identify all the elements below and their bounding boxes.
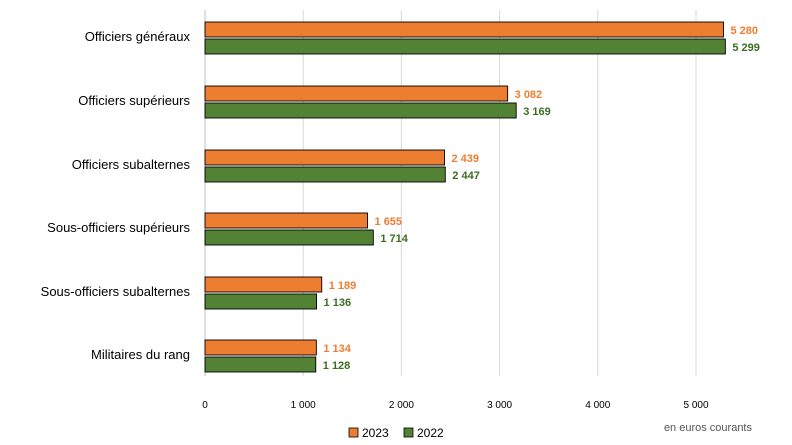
value-label-2022: 1 136 <box>324 297 352 309</box>
x-axis: 0 1 000 2 000 3 000 4 000 5 000 <box>202 400 709 411</box>
category-label: Officiers généraux <box>85 29 191 44</box>
bar-2023 <box>204 276 323 293</box>
bars <box>204 21 726 373</box>
category-label: Sous-officiers supérieurs <box>47 220 190 235</box>
bar-2022 <box>204 229 374 246</box>
value-label-2023: 5 280 <box>730 25 758 37</box>
category-label: Officiers supérieurs <box>78 93 190 108</box>
unit-note: en euros courants <box>664 422 753 434</box>
bar-2023 <box>204 149 445 166</box>
legend: 2023 2022 <box>348 426 444 440</box>
category-label: Militaires du rang <box>91 347 190 362</box>
category-label: Sous-officiers subalternes <box>41 284 191 299</box>
value-label-2022: 5 299 <box>732 42 760 54</box>
legend-swatch-2023 <box>348 427 359 438</box>
value-label-2022: 1 128 <box>323 360 351 372</box>
value-label-2023: 1 189 <box>329 280 357 292</box>
value-label-2022: 2 447 <box>452 170 480 182</box>
gridlines <box>204 10 697 376</box>
value-label-2023: 2 439 <box>452 153 480 165</box>
value-label-2023: 1 655 <box>375 216 403 228</box>
bar-2023 <box>204 85 509 102</box>
x-tick-label: 3 000 <box>487 400 512 411</box>
x-tick-label: 4 000 <box>585 400 610 411</box>
x-tick-label: 5 000 <box>683 400 708 411</box>
bar-2022 <box>204 356 317 373</box>
bar-2022 <box>204 293 318 310</box>
x-tick-label: 0 <box>202 400 208 411</box>
legend-label-2023: 2023 <box>362 426 389 440</box>
value-label-2022: 1 714 <box>380 233 408 245</box>
labels: Officiers généraux 5 280 5 299 Officiers su… <box>41 25 760 372</box>
category-label: Officiers subalternes <box>72 157 191 172</box>
x-tick-label: 2 000 <box>389 400 414 411</box>
bar-2022 <box>204 102 517 119</box>
x-tick-label: 1 000 <box>291 400 316 411</box>
value-label-2022: 3 169 <box>523 106 551 118</box>
value-label-2023: 1 134 <box>323 343 351 355</box>
bar-2022 <box>204 38 726 55</box>
bar-2023 <box>204 21 724 38</box>
bar-2022 <box>204 166 446 183</box>
legend-label-2022: 2022 <box>417 426 444 440</box>
legend-swatch-2022 <box>403 427 414 438</box>
bar-2023 <box>204 212 368 229</box>
bar-2023 <box>204 339 317 356</box>
value-label-2023: 3 082 <box>515 89 543 101</box>
